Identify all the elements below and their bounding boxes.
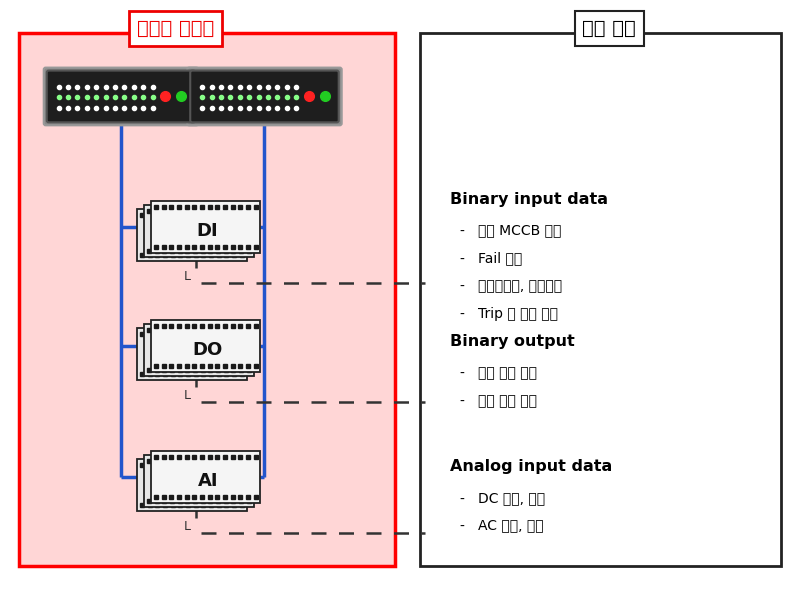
Text: -   화재수신반, 소방경보: - 화재수신반, 소방경보 xyxy=(460,279,562,293)
Bar xyxy=(151,201,261,253)
Bar xyxy=(144,324,254,376)
Bar xyxy=(151,451,261,503)
Text: DO: DO xyxy=(193,341,222,359)
Text: Analog input data: Analog input data xyxy=(450,459,612,474)
Text: -   현장 MCCB 상태: - 현장 MCCB 상태 xyxy=(460,223,561,238)
Bar xyxy=(19,33,395,566)
Text: Binary output: Binary output xyxy=(450,334,574,349)
Text: -   Fail 접점: - Fail 접점 xyxy=(460,251,522,265)
Bar xyxy=(420,33,781,566)
Bar xyxy=(137,210,246,261)
Text: -   기타 설비 제어: - 기타 설비 제어 xyxy=(460,394,537,408)
Bar xyxy=(137,328,246,380)
Text: L: L xyxy=(184,520,190,533)
Bar xyxy=(137,459,246,510)
FancyBboxPatch shape xyxy=(46,70,195,122)
Bar xyxy=(144,455,254,507)
FancyBboxPatch shape xyxy=(187,67,342,125)
Bar xyxy=(151,320,261,372)
FancyBboxPatch shape xyxy=(190,70,338,122)
Text: DI: DI xyxy=(197,222,218,240)
Text: 현장 설비: 현장 설비 xyxy=(582,19,636,38)
Text: -   소방 설비 제어: - 소방 설비 제어 xyxy=(460,366,537,380)
Text: 디지털 소내반: 디지털 소내반 xyxy=(137,19,214,38)
Text: L: L xyxy=(184,270,190,284)
FancyBboxPatch shape xyxy=(44,67,198,125)
Text: Binary input data: Binary input data xyxy=(450,192,608,207)
Text: -   AC 전압, 전류: - AC 전압, 전류 xyxy=(460,519,543,533)
Bar xyxy=(144,205,254,257)
Text: -   Trip 및 기타 경보: - Trip 및 기타 경보 xyxy=(460,307,558,321)
Text: AI: AI xyxy=(198,472,218,490)
Text: -   DC 접압, 전류: - DC 접압, 전류 xyxy=(460,491,545,505)
Text: L: L xyxy=(184,389,190,402)
